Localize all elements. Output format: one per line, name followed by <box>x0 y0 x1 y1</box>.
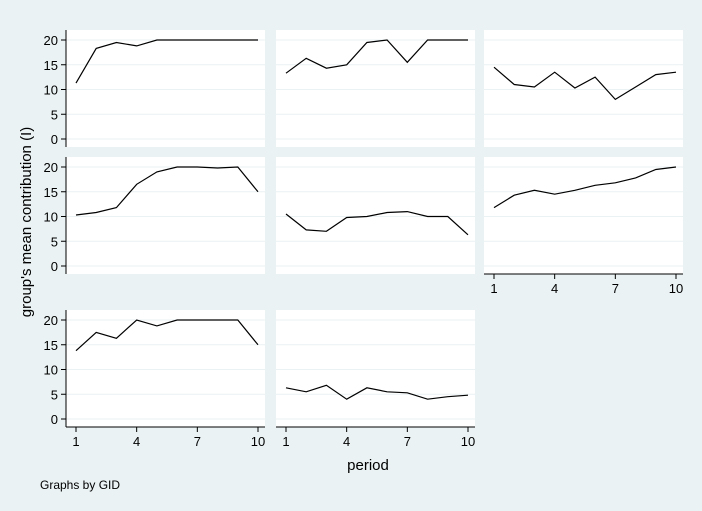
series-line <box>285 210 469 236</box>
x-tick-label: 1 <box>282 434 289 449</box>
panel-background <box>276 30 475 147</box>
series-line <box>285 39 468 74</box>
series-line <box>493 166 677 209</box>
series-line <box>75 166 259 216</box>
x-tick-label: 10 <box>461 434 475 449</box>
panel-2 <box>276 30 475 147</box>
x-axis-label: period <box>347 457 389 474</box>
series-line <box>75 319 259 352</box>
panel-1: 0 5 10 15 20 <box>44 30 265 147</box>
y-tick-label: 15 <box>44 58 58 73</box>
panel-6: 1 4 7 10 <box>484 157 683 296</box>
y-tick-label: 0 <box>51 132 58 147</box>
panel-background <box>66 157 265 274</box>
y-tick-label: 20 <box>44 33 58 48</box>
panel-3 <box>484 30 683 147</box>
panel-5 <box>276 157 475 274</box>
graphs-by-note: Graphs by GID <box>40 478 120 492</box>
panel-background <box>276 310 475 427</box>
panel-7: 0 5 10 15 20 1 4 7 10 <box>44 310 265 449</box>
x-tick-label: 7 <box>612 281 619 296</box>
x-tick-label: 1 <box>72 434 79 449</box>
panel-background <box>484 30 683 147</box>
y-tick-label: 0 <box>51 412 58 427</box>
y-tick-label: 10 <box>44 210 58 225</box>
y-tick-label: 10 <box>44 83 58 98</box>
series-line <box>285 384 469 400</box>
y-tick-label: 15 <box>44 338 58 353</box>
panels: 0 5 10 15 20 0 5 10 15 20 1 4 7 10 0 5 10 15 20 1 4 7 10 1 4 7 10 <box>44 30 683 449</box>
y-tick-label: 5 <box>51 234 58 249</box>
x-tick-label: 4 <box>551 281 558 296</box>
series-line <box>493 66 677 101</box>
y-tick-label: 15 <box>44 185 58 200</box>
x-tick-label: 4 <box>343 434 350 449</box>
y-tick-label: 0 <box>51 259 58 274</box>
y-axis-label: group's mean contribution (I) <box>18 127 35 317</box>
x-tick-label: 7 <box>404 434 411 449</box>
x-tick-label: 1 <box>490 281 497 296</box>
panel-background <box>66 30 265 147</box>
panel-8: 1 4 7 10 <box>276 310 475 449</box>
panel-background <box>66 310 265 427</box>
x-tick-label: 10 <box>669 281 683 296</box>
panel-4: 0 5 10 15 20 <box>44 157 265 274</box>
y-tick-label: 10 <box>44 363 58 378</box>
panel-background <box>276 157 475 274</box>
y-tick-label: 5 <box>51 387 58 402</box>
x-tick-label: 10 <box>251 434 265 449</box>
x-tick-label: 7 <box>194 434 201 449</box>
panel-background <box>484 157 683 274</box>
y-tick-label: 20 <box>44 313 58 328</box>
series-line <box>75 39 258 84</box>
x-tick-label: 4 <box>133 434 140 449</box>
y-tick-label: 5 <box>51 107 58 122</box>
y-tick-label: 20 <box>44 160 58 175</box>
